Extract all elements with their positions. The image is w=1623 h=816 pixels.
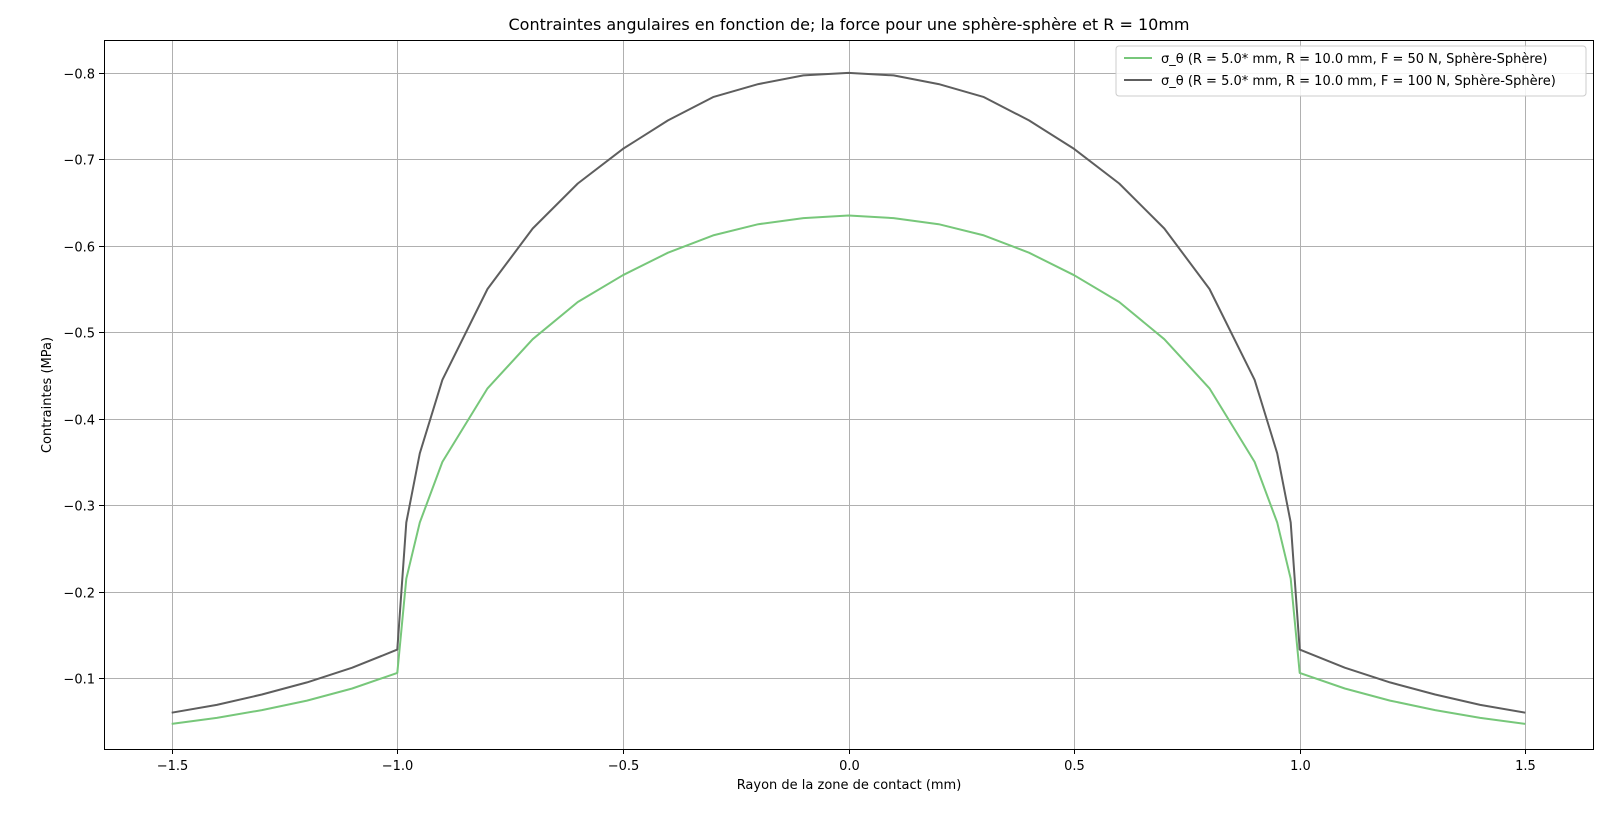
y-tick-label: −0.5	[63, 327, 95, 342]
legend-label-series-1: σ_θ (R = 5.0* mm, R = 10.0 mm, F = 50 N,…	[1161, 52, 1548, 67]
y-tick-label: −0.8	[63, 68, 95, 83]
legend-label-series-2: σ_θ (R = 5.0* mm, R = 10.0 mm, F = 100 N…	[1161, 74, 1556, 89]
x-tick-label: −1.0	[382, 759, 414, 774]
x-tick-label: 1.5	[1515, 759, 1536, 774]
y-tick-label: −0.2	[63, 587, 95, 602]
y-axis: −0.1 −0.2 −0.3 −0.4 −0.5 −0.6 −0.7 −0.8	[63, 68, 104, 688]
y-tick-label: −0.3	[63, 500, 95, 515]
series-line-2	[171, 71, 1526, 714]
y-axis-label: Contraintes (MPa)	[40, 337, 55, 453]
legend-box	[1115, 45, 1587, 97]
x-tick-label: 0.5	[1064, 759, 1085, 774]
chart-title: Contraintes angulaires en fonction de; l…	[508, 15, 1189, 34]
plot-series	[171, 71, 1526, 725]
x-tick-label: −1.5	[157, 759, 189, 774]
y-tick-label: −0.4	[63, 414, 95, 429]
x-tick-label: 1.0	[1290, 759, 1311, 774]
y-tick-label: −0.1	[63, 673, 95, 688]
x-axis-label: Rayon de la zone de contact (mm)	[737, 778, 962, 793]
legend: σ_θ (R = 5.0* mm, R = 10.0 mm, F = 50 N,…	[1115, 45, 1587, 97]
x-tick-label: −0.5	[608, 759, 640, 774]
grid-lines	[104, 40, 1593, 749]
y-tick-label: −0.6	[63, 241, 95, 256]
x-tick-label: 0.0	[839, 759, 860, 774]
y-tick-label: −0.7	[63, 154, 95, 169]
x-axis: −1.5 −1.0 −0.5 0.0 0.5 1.0 1.5	[157, 749, 1536, 774]
series-line-1	[171, 214, 1526, 725]
